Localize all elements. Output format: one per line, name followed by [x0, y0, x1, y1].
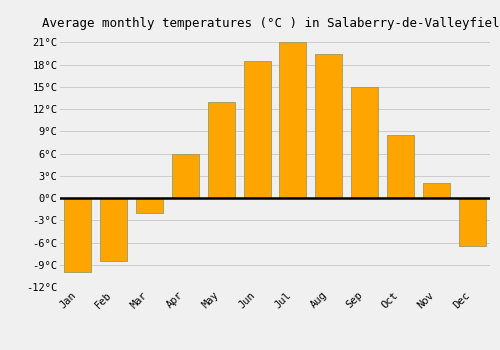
Bar: [100, 198, 127, 261]
Bar: [208, 102, 234, 198]
Bar: [172, 154, 199, 198]
Bar: [64, 198, 92, 272]
Title: Average monthly temperatures (°C ) in Salaberry-de-Valleyfield: Average monthly temperatures (°C ) in Sa…: [42, 17, 500, 30]
Bar: [316, 54, 342, 198]
Bar: [244, 61, 270, 198]
Bar: [136, 198, 163, 213]
Bar: [423, 183, 450, 198]
Bar: [280, 42, 306, 198]
Bar: [351, 87, 378, 198]
Bar: [458, 198, 485, 246]
Bar: [387, 135, 414, 198]
